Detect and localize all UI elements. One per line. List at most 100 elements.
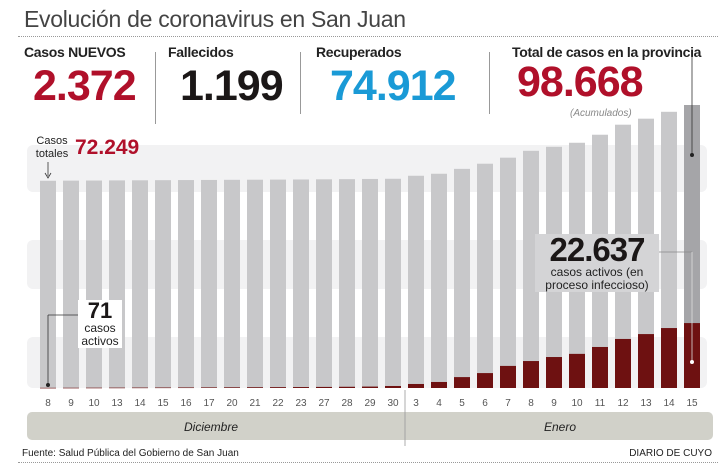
- bar-total: [247, 179, 263, 388]
- bar-total: [224, 179, 240, 388]
- bar-total: [109, 180, 125, 388]
- month-bar: [27, 412, 713, 440]
- x-tick-label: 5: [459, 398, 465, 409]
- stat-value-total: 98.668: [517, 58, 644, 106]
- x-tick-label: 29: [364, 398, 376, 409]
- x-tick-label: 20: [226, 398, 238, 409]
- bar-active: [638, 334, 654, 388]
- bar-total: [316, 179, 332, 388]
- bar-total: [63, 180, 79, 388]
- bar-active: [592, 346, 608, 388]
- bar-active: [477, 373, 493, 388]
- bar-active: [316, 386, 332, 388]
- bar-active: [132, 387, 148, 389]
- x-tick-label: 27: [318, 398, 330, 409]
- bar-total: [155, 180, 171, 388]
- marker-dot: [46, 383, 50, 387]
- bar-total: [86, 180, 102, 388]
- bar-total: [408, 175, 424, 388]
- x-tick-label: 15: [686, 398, 698, 409]
- separator: [489, 52, 490, 114]
- bar-active: [270, 387, 286, 388]
- bar-active: [293, 387, 309, 388]
- bar-active: [546, 357, 562, 388]
- bar-active: [63, 387, 79, 389]
- separator: [300, 52, 301, 114]
- bar-total: [431, 173, 447, 388]
- totales-label: Casos totales: [35, 135, 69, 160]
- bar-active: [500, 365, 516, 388]
- x-tick-label: 17: [203, 398, 215, 409]
- x-tick-label: 10: [88, 398, 100, 409]
- bar-total: [661, 111, 677, 389]
- bar-total: [132, 180, 148, 388]
- x-tick-label: 22: [272, 398, 284, 409]
- bar-active: [201, 387, 217, 388]
- bar-total: [40, 180, 56, 388]
- x-tick-label: 9: [68, 398, 74, 409]
- x-tick-label: 23: [295, 398, 307, 409]
- bar-active: [224, 387, 240, 388]
- bar-active: [155, 387, 171, 389]
- totales-value: 72.249: [75, 136, 140, 159]
- month-label-enero: Enero: [544, 420, 576, 434]
- marker-dot: [690, 360, 694, 364]
- x-tick-label: 3: [413, 398, 419, 409]
- bar-total: [684, 105, 700, 388]
- x-tick-label: 6: [482, 398, 488, 409]
- bar-active: [109, 387, 125, 389]
- bar-active: [431, 381, 447, 388]
- bar-total: [454, 168, 470, 388]
- x-tick-label: 15: [157, 398, 169, 409]
- bar-active: [339, 386, 355, 388]
- bar-active: [661, 328, 677, 388]
- x-tick-label: 16: [180, 398, 192, 409]
- divider: [18, 36, 718, 37]
- bar-active: [569, 353, 585, 388]
- bar-total: [201, 179, 217, 388]
- page-title: Evolución de coronavirus en San Juan: [24, 6, 406, 32]
- month-label-diciembre: Diciembre: [184, 420, 238, 434]
- arrow-icon: [44, 172, 52, 179]
- brand-label: DIARIO DE CUYO: [629, 448, 712, 459]
- stat-value-recuperados: 74.912: [330, 62, 457, 110]
- x-tick-label: 9: [551, 398, 557, 409]
- bar-active: [247, 387, 263, 388]
- x-tick-label: 14: [663, 398, 675, 409]
- bar-active: [362, 386, 378, 388]
- x-tick-label: 10: [571, 398, 583, 409]
- bar-active: [385, 385, 401, 388]
- x-tick-label: 11: [595, 398, 606, 409]
- x-tick-label: 7: [505, 398, 511, 409]
- bar-active: [178, 387, 194, 389]
- stat-value-nuevos: 2.372: [33, 62, 137, 110]
- bar-active: [40, 387, 56, 389]
- bar-total: [362, 178, 378, 388]
- bar-active: [408, 383, 424, 388]
- bar-total: [385, 178, 401, 388]
- x-tick-label: 12: [617, 398, 629, 409]
- x-tick-label: 8: [528, 398, 534, 409]
- acumulados-note: (Acumulados): [570, 108, 632, 119]
- stat-label-total: Total de casos en la provincia: [512, 44, 702, 60]
- x-tick-label: 14: [134, 398, 146, 409]
- bar-total: [293, 179, 309, 388]
- stat-value-fallecidos: 1.199: [180, 62, 284, 110]
- bar-active: [615, 338, 631, 388]
- x-tick-label: 8: [45, 398, 51, 409]
- x-tick-label: 13: [111, 398, 123, 409]
- divider: [18, 462, 718, 463]
- activos-start-label: casos activos: [81, 321, 119, 348]
- bar-active: [523, 361, 539, 388]
- stat-label-recuperados: Recuperados: [316, 44, 402, 60]
- x-tick-label: 21: [249, 398, 261, 409]
- x-tick-label: 28: [341, 398, 353, 409]
- bar-total: [270, 179, 286, 388]
- x-tick-label: 13: [640, 398, 652, 409]
- source-note: Fuente: Salud Pública del Gobierno de Sa…: [22, 448, 239, 459]
- stat-label-nuevos: Casos NUEVOS: [24, 44, 126, 60]
- bar-active: [454, 377, 470, 388]
- x-tick-label: 4: [436, 398, 442, 409]
- activos-end-value: 22.637: [549, 231, 646, 268]
